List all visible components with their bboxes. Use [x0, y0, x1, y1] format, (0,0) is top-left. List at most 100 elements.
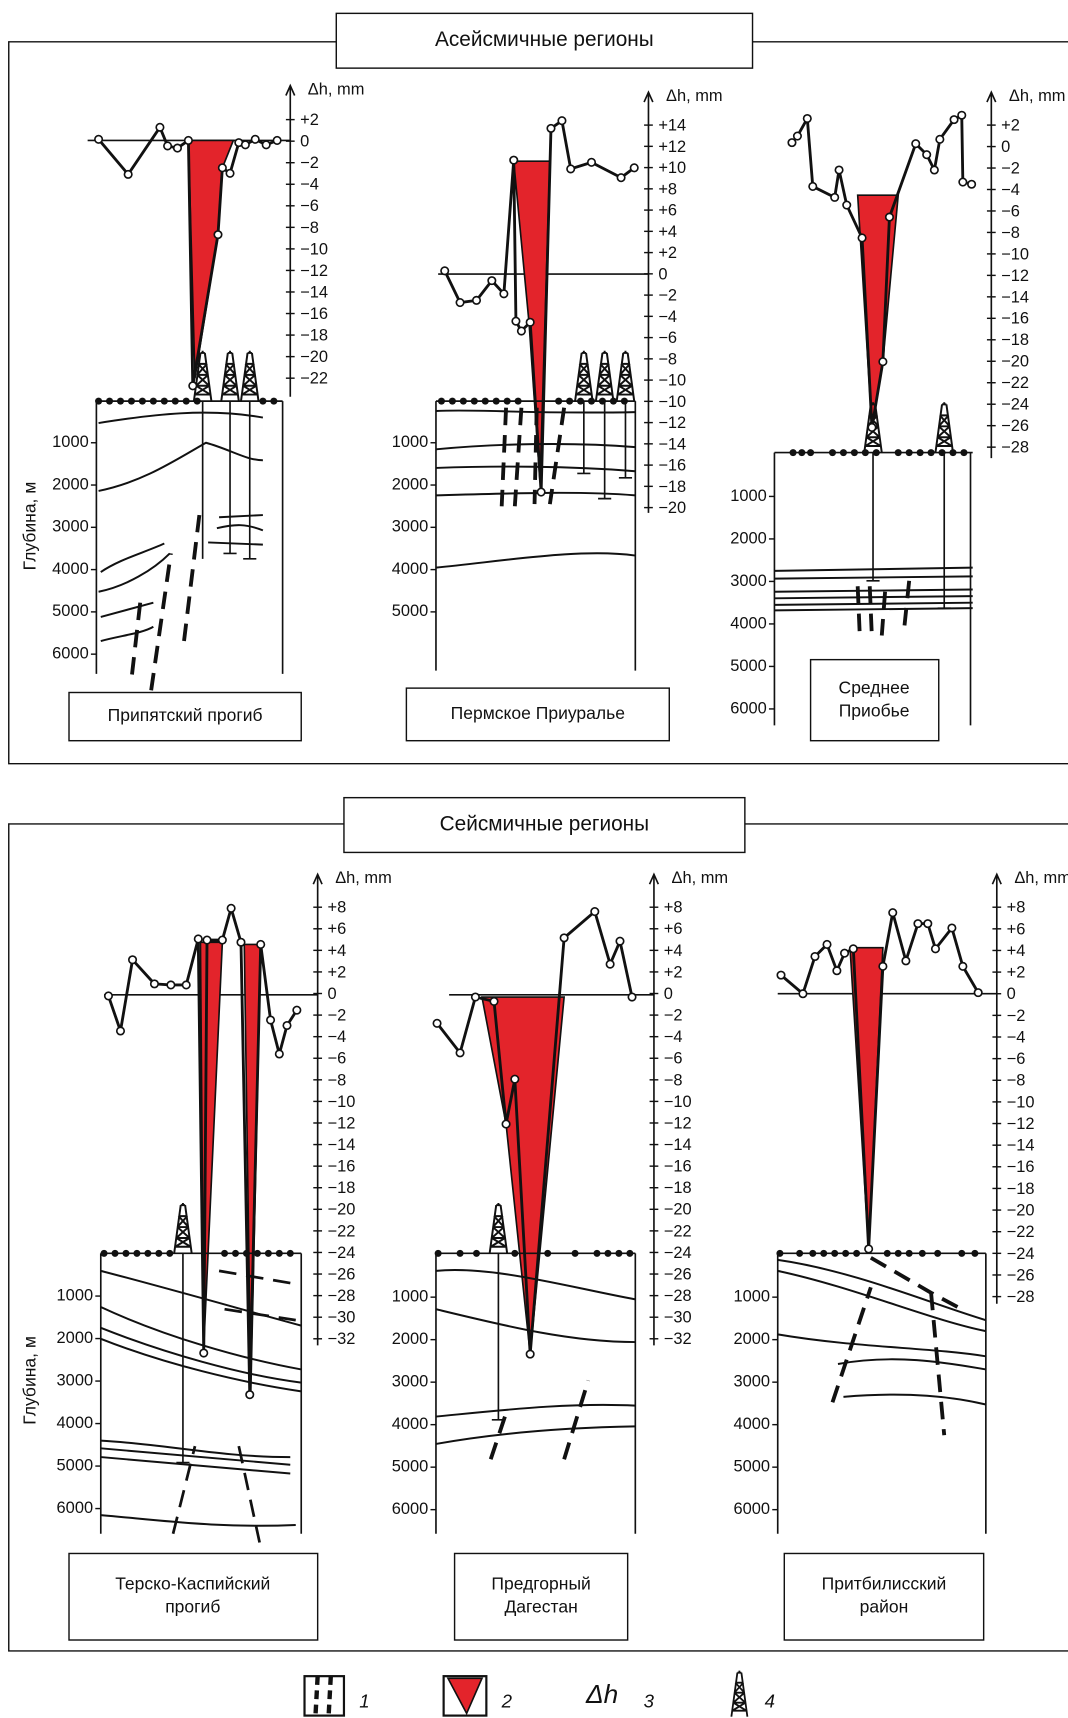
depth-tick-label: 3000 — [52, 518, 89, 536]
dh-tick-label: 0 — [658, 265, 667, 283]
dh-tick-label: −30 — [328, 1309, 356, 1327]
profile-point — [225, 168, 235, 178]
dh-tick-label: +8 — [1007, 899, 1026, 917]
surface-point — [116, 397, 124, 405]
surface-point — [242, 1249, 250, 1257]
surface-point — [588, 397, 596, 405]
dh-tick-label: +2 — [328, 963, 347, 981]
surface-point — [275, 1249, 283, 1257]
profile-point — [202, 935, 212, 945]
profile-point — [127, 955, 138, 965]
profile-point — [857, 233, 867, 243]
surface-point — [448, 397, 456, 405]
surface-point — [503, 397, 511, 405]
dh-tick-label: −20 — [1001, 353, 1029, 371]
dh-tick-label: −8 — [300, 219, 319, 237]
dh-tick-label: −22 — [1001, 374, 1029, 392]
profile-point — [586, 157, 597, 167]
dh-tick-label: 0 — [328, 985, 337, 1003]
dh-tick-label: −2 — [328, 1007, 347, 1025]
surface-point — [807, 449, 815, 457]
region-name: Припятский прогиб — [108, 705, 263, 725]
profile-point — [240, 140, 250, 150]
profile-point — [525, 1349, 535, 1359]
name-box — [405, 687, 670, 742]
surface-point — [492, 397, 500, 405]
dh-tick-label: −4 — [1007, 1028, 1026, 1046]
dh-tick-label: −10 — [658, 393, 686, 411]
dh-tick-label: +2 — [664, 963, 683, 981]
surface-point — [850, 449, 858, 457]
dh-tick-label: +12 — [658, 138, 686, 156]
dh-tick-label: −4 — [658, 308, 677, 326]
surface-point — [598, 397, 606, 405]
depth-tick-label: 3000 — [730, 572, 767, 590]
region-name: Среднее — [839, 677, 910, 697]
dh-tick-label: +4 — [328, 942, 347, 960]
profile-point — [166, 980, 176, 990]
dh-tick-label: 0 — [664, 985, 673, 1003]
profile-point — [559, 933, 569, 943]
surface-point — [160, 397, 168, 405]
profile-point — [94, 134, 104, 144]
dh-tick-label: −20 — [328, 1201, 356, 1219]
dh-tick-label: −12 — [1007, 1115, 1035, 1133]
dh-tick-label: +6 — [328, 920, 347, 938]
profile-point — [282, 1020, 292, 1031]
dh-tick-label: +4 — [1007, 942, 1026, 960]
dh-axis-label: Δh, mm — [671, 869, 728, 887]
profile-point — [292, 1005, 302, 1015]
surface-point — [182, 397, 190, 405]
dh-tick-label: −22 — [300, 370, 328, 388]
depth-tick-label: 5000 — [392, 602, 429, 620]
name-box — [783, 1552, 985, 1641]
depth-tick-label: 6000 — [734, 1500, 771, 1518]
depth-tick-label: 5000 — [730, 657, 767, 675]
profile-point — [217, 163, 227, 173]
profile-point — [455, 297, 465, 308]
depth-tick-label: 1000 — [392, 1287, 429, 1305]
profile-point — [787, 138, 797, 148]
dh-tick-label: −14 — [300, 283, 328, 301]
dh-tick-label: +2 — [1007, 964, 1026, 982]
profile-point — [947, 923, 957, 933]
profile-point — [256, 939, 266, 949]
surface-point — [934, 1249, 942, 1257]
profile-point — [489, 996, 499, 1006]
dh-tick-label: −2 — [664, 1007, 683, 1025]
dh-tick-label: −6 — [664, 1050, 683, 1068]
axis-arrow — [643, 90, 654, 103]
depth-tick-label: 6000 — [392, 1500, 429, 1518]
name-box — [809, 658, 940, 742]
dh-tick-label: +2 — [658, 244, 677, 262]
profile-point — [193, 934, 203, 944]
profile-point — [455, 1048, 465, 1058]
surface-point — [620, 397, 628, 405]
surface-point — [171, 397, 179, 405]
dh-tick-label: −8 — [1007, 1072, 1026, 1090]
profile-point — [808, 181, 818, 191]
profile-point — [155, 122, 165, 132]
surface-point — [626, 1249, 634, 1257]
profile-point — [884, 212, 894, 222]
dh-tick-label: +14 — [658, 117, 686, 135]
region-name: Дагестан — [504, 1596, 577, 1616]
surface-point — [839, 449, 847, 457]
surface-point — [905, 1249, 913, 1257]
profile-point — [878, 357, 888, 367]
axis-arrow — [986, 90, 997, 103]
profile-point — [509, 155, 519, 165]
dh-tick-label: −6 — [328, 1050, 347, 1068]
profile-point — [973, 988, 983, 998]
profile-point — [878, 961, 888, 971]
profile-point — [913, 919, 923, 929]
depth-tick-label: 2000 — [730, 529, 767, 547]
surface-point — [544, 1249, 552, 1257]
depth-tick-label: 5000 — [734, 1458, 771, 1476]
dh-tick-label: −22 — [328, 1222, 356, 1240]
axis-arrow — [991, 872, 1002, 885]
surface-point — [459, 397, 467, 405]
surface-point — [938, 449, 946, 457]
surface-point — [514, 397, 522, 405]
